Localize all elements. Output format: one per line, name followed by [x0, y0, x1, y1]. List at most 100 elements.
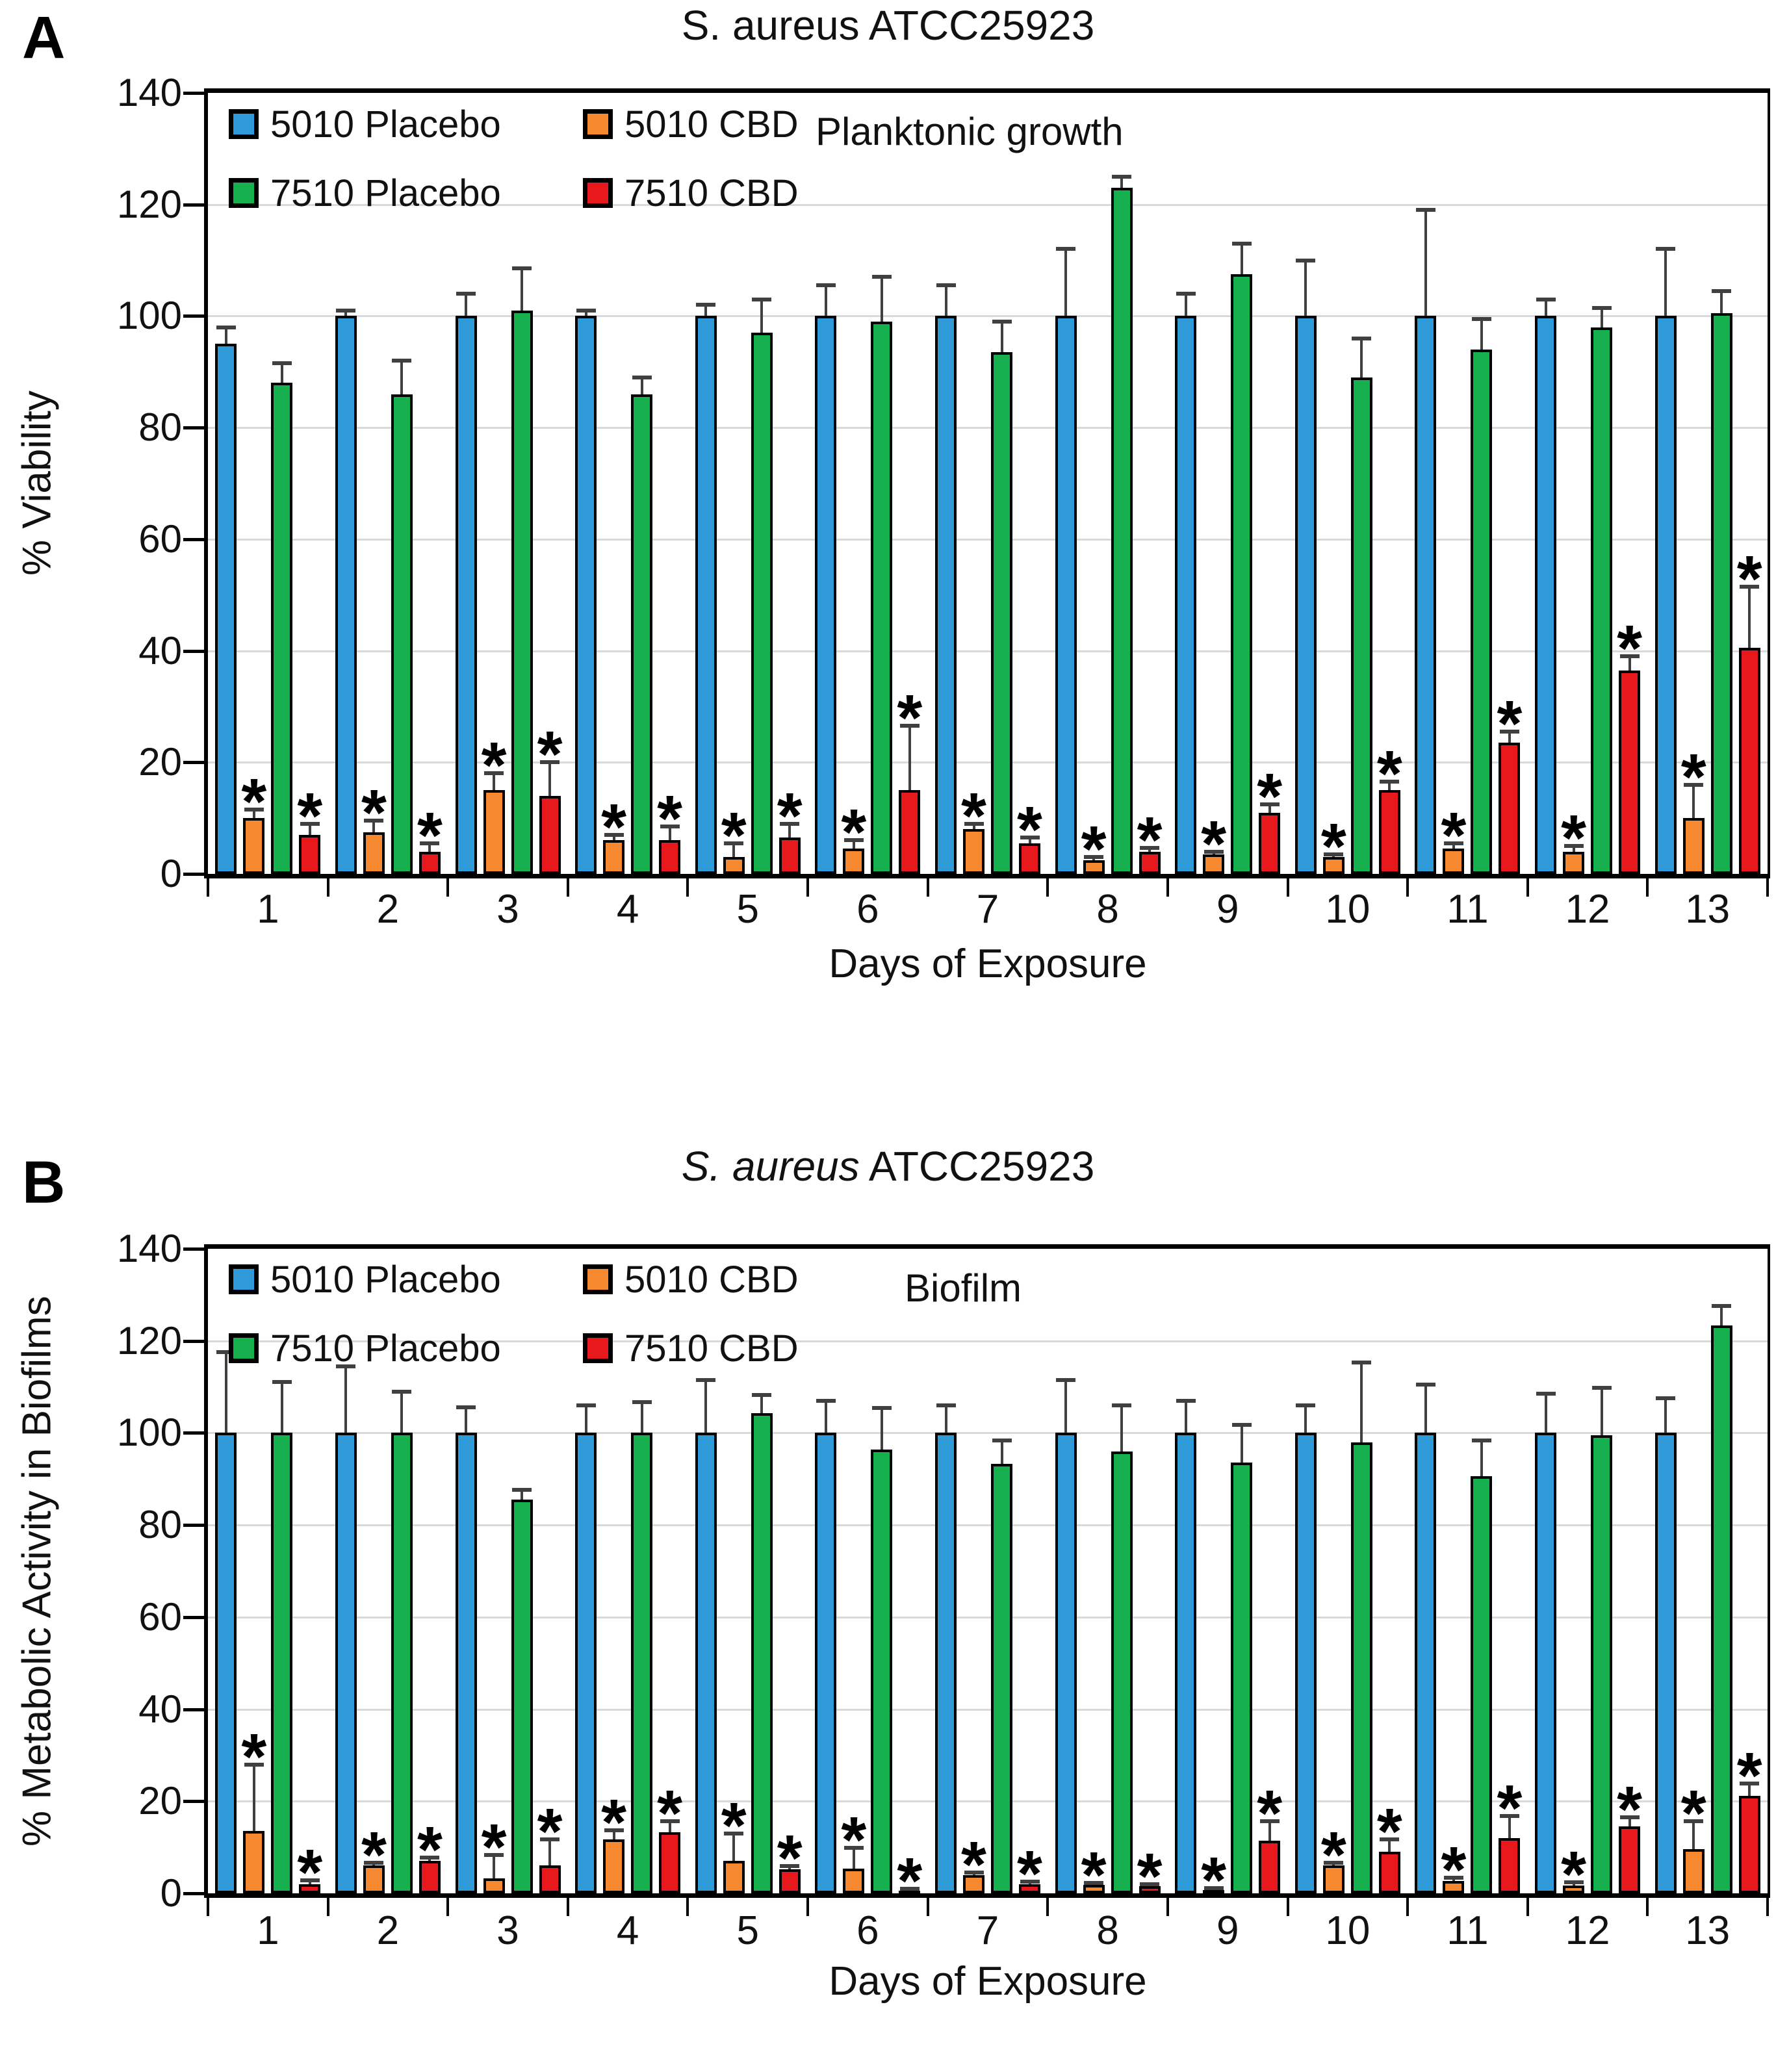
bar-5010-cbd-day-5	[723, 857, 745, 874]
bar-5010-placebo-day-2	[335, 316, 357, 874]
x-tick	[1166, 1898, 1169, 1916]
significance-asterisk: *	[297, 1836, 323, 1910]
bar-7510-placebo-day-9	[1231, 1463, 1253, 1893]
bar-7510-cbd-day-12	[1619, 1826, 1641, 1893]
bar-7510-cbd-day-11	[1499, 743, 1521, 874]
error-bar-cap	[1684, 1819, 1704, 1824]
x-tick-label: 5	[736, 887, 759, 932]
bar-7510-cbd-day-1	[299, 834, 321, 874]
legend-label: 5010 CBD	[624, 103, 799, 146]
x-tick-label: 4	[616, 887, 639, 932]
error-bar-cap	[456, 292, 476, 296]
panel-b-x-axis-title: Days of Exposure	[829, 1959, 1147, 2004]
error-bar-cap	[484, 1853, 504, 1858]
bar-5010-placebo-day-2	[335, 1433, 357, 1893]
error-bar-cap	[1564, 844, 1584, 849]
y-tick-label: 60	[138, 1594, 182, 1639]
significance-asterisk: *	[721, 799, 747, 872]
x-tick	[686, 878, 689, 897]
error-bar	[1268, 1821, 1271, 1844]
y-tick	[183, 1247, 204, 1251]
error-bar-cap	[1443, 1875, 1463, 1880]
error-bar	[1720, 290, 1723, 316]
significance-asterisk: *	[897, 682, 923, 755]
x-tick-label: 8	[1096, 887, 1119, 932]
bar-5010-cbd-day-10	[1322, 1865, 1345, 1893]
y-tick-label: 0	[160, 852, 182, 895]
bar-5010-placebo-day-5	[695, 1433, 717, 1893]
x-tick-label: 10	[1325, 887, 1371, 932]
error-bar	[548, 762, 552, 799]
error-bar-cap	[1591, 1385, 1612, 1390]
x-tick-label: 6	[856, 887, 879, 932]
bar-7510-cbd-day-4	[659, 840, 681, 874]
bar-5010-cbd-day-3	[483, 1878, 505, 1893]
error-bar-cap	[1536, 297, 1556, 301]
error-bar-cap	[1324, 1860, 1344, 1865]
error-bar	[704, 1379, 708, 1436]
gridline	[208, 1524, 1768, 1527]
error-bar-cap	[752, 297, 772, 301]
error-bar-cap	[392, 359, 412, 363]
bar-5010-cbd-day-8	[1083, 1885, 1105, 1893]
error-bar	[1424, 1385, 1427, 1436]
y-tick-label: 0	[160, 1871, 182, 1915]
gridline	[208, 538, 1768, 541]
bar-7510-placebo-day-1	[271, 383, 293, 874]
panel-a-label: A	[22, 5, 66, 71]
significance-asterisk: *	[841, 1803, 867, 1876]
error-bar-cap	[660, 1819, 680, 1823]
error-bar	[668, 1821, 671, 1835]
bar-7510-cbd-day-13	[1738, 648, 1760, 874]
legend-label: 5010 CBD	[624, 1258, 799, 1301]
error-bar-cap	[1084, 855, 1104, 860]
significance-asterisk: *	[657, 1776, 683, 1850]
error-bar	[880, 1408, 883, 1452]
error-bar-cap	[1656, 1396, 1676, 1401]
x-tick-label: 12	[1565, 1908, 1610, 1953]
error-bar	[1120, 1405, 1124, 1454]
bar-5010-cbd-day-2	[363, 1865, 385, 1893]
error-bar	[1304, 1405, 1307, 1436]
y-tick	[183, 203, 204, 207]
bar-7510-placebo-day-7	[991, 352, 1012, 874]
error-bar-cap	[272, 1380, 292, 1385]
legend-item-7510-placebo: 7510 Placebo	[229, 1327, 583, 1370]
y-tick-label: 20	[138, 1779, 182, 1823]
error-bar-cap	[1740, 1782, 1760, 1786]
error-bar-cap	[1056, 247, 1076, 251]
error-bar	[1572, 846, 1575, 854]
error-bar	[493, 773, 496, 793]
error-bar	[1332, 1862, 1335, 1869]
panel-b-legend: 5010 Placebo 5010 CBD 7510 Placebo 7510 CBD	[229, 1258, 799, 1370]
error-bar-cap	[364, 819, 384, 823]
bar-7510-cbd-day-11	[1499, 1837, 1521, 1893]
panel-b-annotation: Biofilm	[905, 1266, 1022, 1310]
x-tick	[566, 1898, 569, 1916]
error-bar	[521, 1489, 524, 1503]
error-bar	[1388, 782, 1391, 793]
error-bar	[612, 1830, 615, 1843]
error-bar-cap	[300, 821, 320, 826]
error-bar-cap	[1656, 247, 1676, 251]
bar-7510-cbd-day-3	[539, 1865, 561, 1893]
bar-7510-placebo-day-5	[751, 333, 773, 874]
bar-5010-cbd-day-12	[1563, 851, 1585, 874]
x-tick	[446, 878, 450, 897]
error-bar	[880, 277, 883, 324]
bar-7510-placebo-day-11	[1471, 1476, 1493, 1893]
error-bar	[852, 1847, 855, 1871]
error-bar	[1508, 732, 1511, 746]
bar-7510-cbd-day-2	[418, 1860, 441, 1893]
bar-5010-cbd-day-4	[603, 840, 625, 874]
y-tick-label: 40	[138, 1687, 182, 1731]
y-tick	[183, 873, 204, 876]
error-bar	[1388, 1839, 1391, 1854]
bar-7510-placebo-day-10	[1350, 1442, 1372, 1893]
bar-5010-cbd-day-8	[1083, 860, 1105, 874]
x-tick-label: 9	[1216, 1908, 1239, 1953]
y-tick	[183, 426, 204, 430]
bar-7510-cbd-day-12	[1619, 670, 1641, 874]
panel-a-title-strain: ATCC25923	[859, 2, 1095, 49]
error-bar-cap	[420, 841, 440, 845]
